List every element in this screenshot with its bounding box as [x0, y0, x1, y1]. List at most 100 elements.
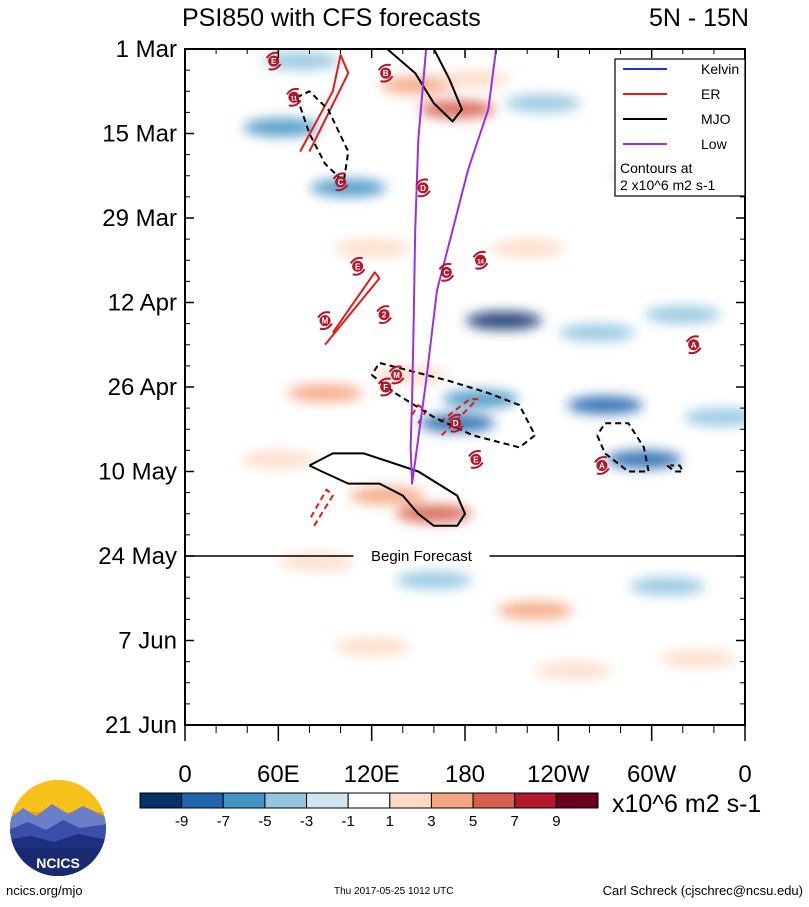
colorbar-tick-label: 9 [552, 813, 560, 830]
anomaly-blob [395, 571, 472, 590]
storm-label: E [355, 262, 361, 271]
x-tick-label: 180 [445, 761, 485, 788]
er-contour [409, 404, 428, 424]
colorbar: -9 -7 -5 -3 -1 1 3 5 7 9 [139, 792, 599, 830]
colorbar-box [264, 792, 308, 809]
storm-icon [380, 67, 392, 79]
storm-label: E [473, 455, 479, 464]
storm-marker: A [594, 456, 610, 475]
storm-label: M [393, 371, 400, 380]
storm-label: C [443, 268, 449, 277]
colorbar-tick-label: 1 [386, 813, 394, 830]
storm-label: B [383, 69, 389, 78]
storm-marker: E [265, 51, 282, 71]
storm-arm [332, 172, 346, 180]
storm-arm [688, 347, 702, 355]
storm-label: A [691, 341, 697, 350]
legend-label: Kelvin [701, 61, 739, 77]
storm-arm [388, 365, 402, 373]
storm-label: 11 [291, 96, 298, 102]
mjo-contour [370, 361, 536, 449]
legend: Kelvin ER MJO Low Contours at2 x10^6 m2 s-1 [614, 58, 746, 197]
y-tick-label: 10 May [98, 459, 177, 486]
y-tick-label: 12 Apr [108, 290, 177, 317]
y-tick-label: 15 Mar [102, 121, 177, 148]
storm-arm [685, 335, 699, 343]
storm-marker: C [332, 172, 349, 192]
storm-icon [352, 260, 364, 272]
er-contour [324, 271, 381, 346]
storm-marker: 11 [286, 87, 302, 107]
storm-icon [417, 182, 429, 194]
anomaly-blob [567, 396, 643, 415]
legend-box [614, 58, 746, 197]
storm-label: D [453, 419, 459, 428]
logo-text: NCICS [36, 855, 80, 871]
colorbar-box [430, 792, 474, 809]
storm-arm [475, 262, 489, 270]
storm-icon [440, 266, 452, 278]
footer-url[interactable]: ncics.org/mjo [6, 883, 83, 898]
low-contour [409, 49, 498, 485]
y-tick-label: 26 Apr [108, 374, 177, 401]
colorbar-box [306, 792, 349, 809]
colorbar-tick-label: -5 [258, 813, 271, 830]
storm-arm [470, 461, 484, 469]
storm-arm [380, 75, 394, 83]
er-contour [308, 488, 334, 527]
mjo-contour [308, 452, 466, 527]
er-contour [437, 398, 479, 437]
colorbar-box [181, 792, 224, 809]
storm-label: F [383, 383, 388, 392]
anomaly-blob [279, 553, 356, 572]
storm-arm [380, 389, 394, 397]
anomaly-blob [559, 323, 636, 342]
storm-arm [317, 311, 331, 319]
anomaly-blob [660, 649, 737, 668]
chart-title: PSI850 with CFS forecasts [182, 4, 481, 32]
colorbar-tick-label: 3 [427, 813, 435, 830]
anomaly-blob [644, 305, 721, 324]
storm-label: E [271, 57, 277, 66]
storm-arm [376, 305, 390, 313]
storm-icon [391, 369, 403, 381]
mjo-contour [596, 422, 650, 473]
storm-arm [288, 99, 302, 107]
y-axis: 1 Mar 15 Mar 29 Mar 12 Apr 26 Apr 10 May 24 Ma… [98, 36, 745, 739]
storm-arm [377, 63, 391, 71]
storm-marker: 14 [472, 250, 489, 270]
storm-arm [378, 316, 392, 325]
storm-icon [596, 459, 608, 471]
anomaly-blob [419, 100, 496, 119]
anomaly-blob [489, 239, 566, 258]
footer-author: Carl Schreck (cjschrec@ncsu.edu) [602, 883, 803, 898]
storm-icon [470, 453, 482, 465]
anomaly-blob [333, 637, 410, 656]
colorbar-box [139, 792, 183, 809]
storm-arm [268, 63, 282, 71]
storm-arm [335, 184, 349, 192]
storm-arm [447, 413, 461, 421]
colorbar-box [555, 792, 599, 809]
anomaly-blob [465, 311, 542, 330]
er-contour [299, 54, 350, 153]
storm-arm [265, 51, 279, 59]
storm-arm [377, 377, 391, 385]
storm-marker: D [447, 413, 464, 433]
x-axis: 0 60E 120E 180 120W 60W 0 [178, 49, 752, 788]
colorbar-tick-label: -9 [175, 813, 188, 830]
x-tick-label: 60E [257, 761, 300, 788]
anomaly-blob [442, 390, 519, 409]
anomaly-blob [504, 94, 581, 113]
storm-label: 14 [477, 259, 484, 265]
storm-marker: B [377, 63, 394, 83]
storm-icon [268, 55, 280, 67]
region-label: 5N - 15N [648, 4, 749, 32]
storm-arm [349, 256, 363, 264]
storm-marker: M [317, 311, 333, 331]
storm-marker: C [438, 262, 455, 282]
legend-label: MJO [701, 111, 731, 127]
storm-icon [450, 417, 462, 429]
storm-arm [319, 322, 333, 331]
